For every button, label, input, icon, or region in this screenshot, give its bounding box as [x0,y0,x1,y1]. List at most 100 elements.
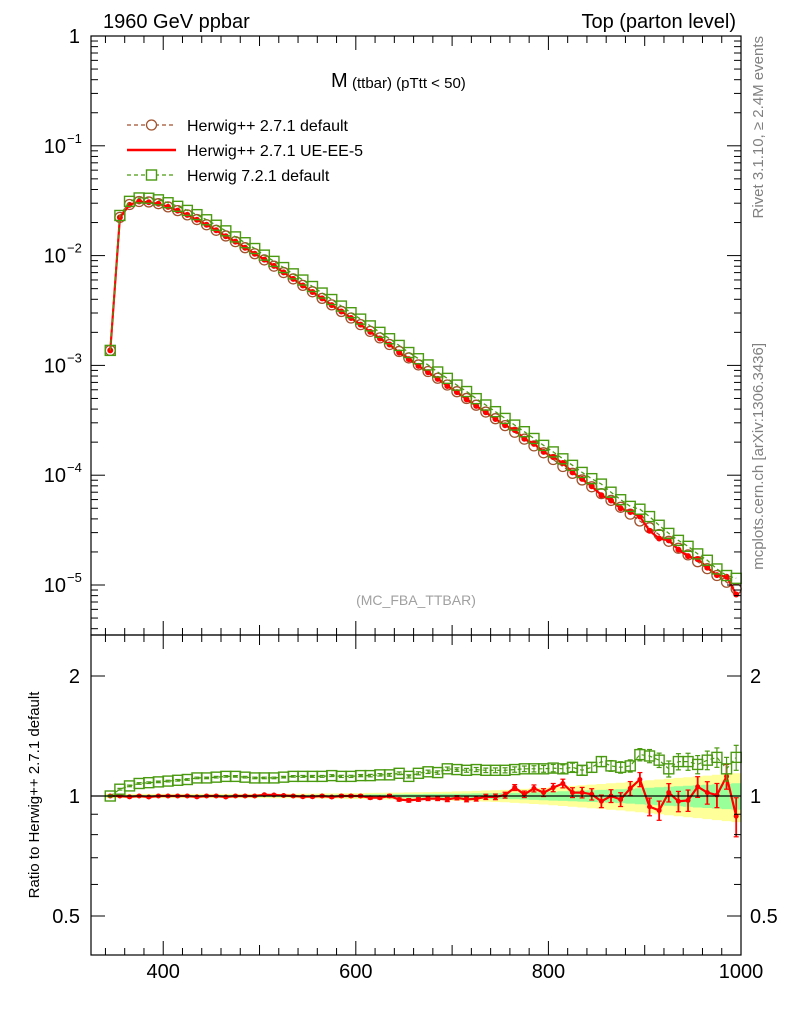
ratio-point-herwigpp-ueee5 [714,792,720,798]
ratio-point-herwigpp-ueee5 [637,776,643,782]
legend-marker [145,119,158,131]
point-herwigpp-ueee5 [174,207,181,214]
header-right: Top (parton level) [581,11,736,33]
point-herwig7-default [383,333,396,345]
point-herwig7-default [114,209,126,222]
main-ytick-exponent: −5 [67,570,82,585]
point-herwig7-default [220,225,232,237]
ratio-point-herwigpp-ueee5 [425,796,431,802]
ratio-frame [90,634,742,956]
ratio-point-herwigpp-ueee5 [512,785,518,791]
rivet-label: Rivet 3.1.10, ≥ 2.4M events [750,36,767,219]
point-herwig7-default [653,519,665,531]
point-herwig7-default [431,366,444,378]
legend-label: Herwig++ 2.7.1 default [187,118,349,135]
ratio-ytick-label-right: 1 [750,786,761,808]
point-herwig7-default [691,548,704,560]
legend-label: Herwig++ 2.7.1 UE-EE-5 [187,143,363,160]
point-herwig7-default [104,344,116,357]
ratio-ytick-label-right: 2 [750,666,761,688]
point-herwig7-default [470,392,482,405]
ratio-point-herwigpp-ueee5 [473,796,479,802]
point-herwig7-default [374,326,386,339]
ratio-point-herwigpp-ueee5 [271,792,277,798]
ratio-point-herwig7-default [720,763,733,775]
point-herwigpp-ueee5 [646,527,653,534]
ratio-point-herwigpp-ueee5 [541,790,547,796]
point-herwigpp-ueee5 [733,591,740,598]
ratio-point-herwigpp-ueee5 [146,794,152,800]
point-herwig7-default [441,372,453,385]
ratio-point-herwigpp-ueee5 [435,796,441,802]
legend-marker [145,169,158,181]
ratio-point-herwig7-default [624,760,636,772]
ratio-point-herwigpp-ueee5 [627,785,633,791]
point-herwig7-default [614,494,627,506]
point-herwig7-default [403,346,415,359]
point-herwig7-default [412,353,425,365]
point-herwig7-default [277,261,290,274]
ratio-point-herwigpp-ueee5 [492,794,498,800]
point-herwig7-default [634,503,646,515]
point-herwigpp-ueee5 [444,382,451,389]
series-line [109,200,737,590]
ratio-point-herwigpp-ueee5 [444,796,450,802]
point-herwig7-default [595,478,608,490]
point-herwig7-default [451,379,463,391]
ratio-ytick-label: 2 [69,666,80,688]
point-herwig7-default [557,453,569,465]
ratio-xtick-label: 1000 [719,961,764,983]
point-herwig7-default [672,534,685,547]
ratio-point-herwigpp-ueee5 [194,794,200,800]
main-ytick-label: 10 [44,136,66,158]
point-herwigpp-ueee5 [617,505,624,512]
point-herwig7-default [354,313,367,325]
point-herwigpp-ueee5 [685,553,692,560]
main-ytick-label: 10 [44,246,66,268]
main-ytick-exponent: −4 [67,460,82,475]
point-herwig7-default [316,287,328,299]
point-herwigpp-ueee5 [656,535,663,542]
main-panel: 110−110−210−310−410−5 M (ttbar) (pTtt < … [44,26,742,636]
point-herwig7-default [537,439,550,452]
ratio-point-herwigpp-ueee5 [695,784,701,790]
point-herwig7-default [460,385,473,398]
watermark: (MC_FBA_TTBAR) [356,592,476,608]
ratio-point-herwigpp-ueee5 [704,790,710,796]
point-herwig7-default [682,540,694,553]
ratio-point-herwigpp-ueee5 [598,798,604,804]
ratio-ytick-label-right: 0.5 [750,906,778,928]
ratio-point-herwigpp-ueee5 [666,790,672,796]
ratio-xtick-label: 800 [532,961,565,983]
point-herwig7-default [229,231,242,243]
ratio-xtick-label: 400 [147,961,180,983]
point-herwig7-default [701,554,713,566]
point-herwigpp-ueee5 [559,460,566,467]
main-ytick-exponent: −3 [67,350,82,365]
ratio-point-herwig7-default [663,763,675,775]
ratio-point-herwigpp-ueee5 [550,785,556,791]
point-herwig7-default [518,425,531,438]
point-herwig7-default [489,405,502,418]
ratio-xtick-label: 600 [339,961,372,983]
point-herwig7-default [306,280,319,293]
point-herwig7-default [480,399,492,411]
point-herwigpp-ueee5 [598,492,605,499]
point-herwig7-default [249,242,261,255]
point-herwig7-default [528,432,540,445]
ratio-point-herwigpp-ueee5 [618,796,624,802]
point-herwig7-default [239,237,251,249]
point-herwig7-default [345,306,357,319]
point-herwig7-default [711,563,723,575]
main-ytick-exponent: −2 [67,241,82,256]
point-herwig7-default [268,255,280,268]
ratio-point-herwigpp-ueee5 [579,790,585,796]
plot-title-sub: (ttbar) (pTtt < 50) [352,75,466,92]
point-herwig7-default [547,446,559,458]
ratio-point-herwigpp-ueee5 [656,807,662,813]
ratio-point-herwigpp-ueee5 [329,794,335,800]
legend: Herwig++ 2.7.1 default Herwig++ 2.7.1 UE-… [127,118,363,185]
point-herwig7-default [297,274,309,286]
point-herwig7-default [663,527,675,540]
